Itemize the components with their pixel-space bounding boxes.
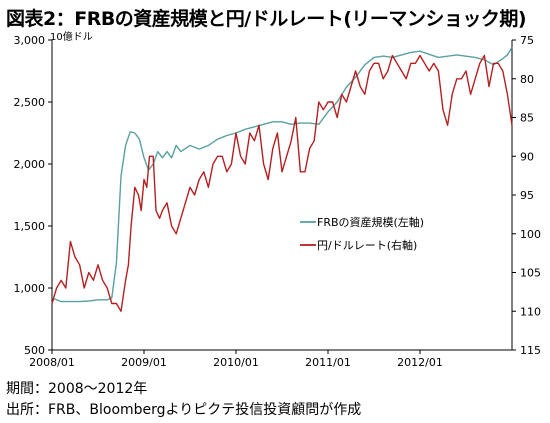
period-note: 期間：2008～2012年 xyxy=(6,381,148,397)
legend-entry: FRBの資産規模(左軸) xyxy=(317,215,424,229)
legend: FRBの資産規模(左軸) 円/ドルレート(右軸) xyxy=(300,215,424,252)
x-tick-label: 2012/01 xyxy=(397,356,443,369)
source-note: 出所：FRB、Bloombergよりピクテ投信投資顧問が作成 xyxy=(6,402,362,418)
x-tick-label: 2009/01 xyxy=(121,356,167,369)
chart-title: 図表2：FRBの資産規模と円/ドルレート(リーマンショック期) xyxy=(6,8,527,30)
left-tick-label: 1,500 xyxy=(14,220,46,233)
left-tick-label: 2,500 xyxy=(14,96,46,109)
x-tick-label: 2010/01 xyxy=(213,356,259,369)
right-axis-ticks: 75 80 85 90 95 100 105 110 115 xyxy=(512,34,541,357)
left-tick-label: 1,000 xyxy=(14,282,46,295)
left-tick-label: 2,000 xyxy=(14,158,46,171)
series-lines xyxy=(51,47,513,312)
right-tick-label: 115 xyxy=(520,344,541,357)
left-axis-ticks: 500 1,000 1,500 2,000 2,500 3,000 xyxy=(14,34,52,357)
right-tick-label: 80 xyxy=(520,73,534,86)
plot-frame xyxy=(51,40,513,351)
left-axis-unit: 10億ドル xyxy=(50,30,93,43)
right-tick-label: 100 xyxy=(520,228,541,241)
left-tick-label: 3,000 xyxy=(14,34,46,47)
x-axis-ticks: 2008/01 2009/01 2010/01 2011/01 2012/01 xyxy=(29,350,443,369)
legend-entry: 円/ドルレート(右軸) xyxy=(317,238,417,252)
right-tick-label: 110 xyxy=(520,305,541,318)
right-tick-label: 105 xyxy=(520,267,541,280)
left-tick-label: 500 xyxy=(24,344,45,357)
right-tick-label: 85 xyxy=(520,112,534,125)
x-tick-label: 2011/01 xyxy=(305,356,351,369)
right-tick-label: 75 xyxy=(520,34,534,47)
right-tick-label: 90 xyxy=(520,150,534,163)
right-tick-label: 95 xyxy=(520,189,534,202)
usdjpy-line xyxy=(51,54,513,312)
x-tick-label: 2008/01 xyxy=(29,356,75,369)
frb-assets-line xyxy=(51,47,513,303)
